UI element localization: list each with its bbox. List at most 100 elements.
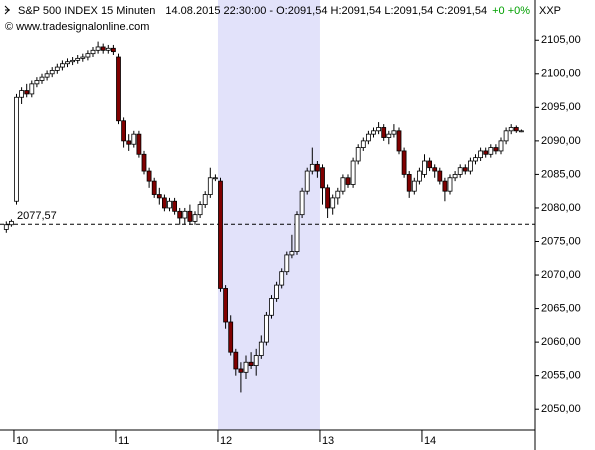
candle-body: [299, 190, 305, 216]
candle-body: [386, 133, 392, 138]
candle-body: [467, 160, 473, 172]
candle-body: [202, 194, 208, 206]
candle-body: [70, 59, 75, 63]
candle-body: [360, 140, 366, 148]
candle-body: [274, 284, 280, 299]
candle-body: [8, 220, 14, 226]
candle-body: [182, 210, 188, 219]
candle-body: [39, 76, 45, 81]
reference-label: 2077,57: [17, 210, 57, 222]
candle-body: [335, 190, 341, 199]
chart-subtitle: 14.08.2015 22:30:00 - O:2091,54 H:2091,5…: [165, 5, 487, 17]
candle-body: [345, 177, 351, 185]
candle-body: [54, 66, 60, 71]
candle-body: [284, 254, 290, 273]
candle-body: [172, 200, 178, 212]
candle-body: [416, 170, 422, 182]
source: © www.tradesignalonline.com: [5, 21, 149, 33]
candle-body: [151, 180, 157, 195]
candle-body: [314, 163, 320, 172]
candle-body: [483, 150, 489, 155]
y-tick-label: 2060,00: [541, 336, 581, 348]
candle-body: [85, 53, 91, 58]
candle-body: [161, 197, 167, 209]
y-tick-label: 2055,00: [541, 370, 581, 382]
candle-body: [340, 177, 346, 192]
candle-body: [197, 204, 203, 216]
candle-body: [253, 355, 259, 367]
candle-body: [330, 197, 336, 209]
candle-body: [396, 130, 402, 152]
candle-body: [381, 127, 387, 138]
candle-body: [228, 321, 234, 353]
candle-body: [218, 180, 223, 289]
candle-body: [116, 56, 121, 122]
x-tick-label: 11: [118, 435, 129, 447]
candle-body: [325, 187, 331, 209]
candle-body: [493, 147, 499, 152]
candle-body: [269, 298, 274, 316]
y-tick-label: 2090,00: [541, 135, 581, 147]
y-tick-label: 2075,00: [541, 235, 581, 247]
candle-body: [111, 47, 116, 53]
candle-body: [248, 361, 254, 367]
candle-body: [126, 140, 132, 145]
candle-body: [452, 174, 458, 179]
candle-body: [376, 127, 382, 132]
candle-body: [309, 163, 315, 172]
candle-body: [95, 46, 101, 51]
candle-body: [355, 147, 361, 162]
y-tick-label: 2050,00: [541, 403, 581, 415]
candle-body: [90, 49, 96, 55]
candle-body: [243, 361, 249, 373]
candle-body: [141, 153, 147, 172]
candle-body: [177, 210, 183, 219]
candle-body: [427, 160, 433, 169]
candle-body: [121, 120, 126, 142]
x-tick-label: 10: [16, 435, 28, 447]
y-tick-label: 2105,00: [541, 34, 581, 46]
candle-body: [34, 80, 40, 85]
candle-body: [294, 214, 300, 252]
x-tick-label: 12: [220, 435, 232, 447]
candle-body: [238, 368, 244, 373]
candle-body: [100, 46, 106, 51]
candle-body: [49, 70, 55, 75]
candle-body: [146, 170, 152, 182]
candle-body: [304, 170, 310, 192]
candle-body: [391, 130, 397, 135]
y-tick-label: 2065,00: [541, 302, 581, 314]
y-tick-label: 2070,00: [541, 269, 581, 281]
candle-body: [44, 73, 50, 78]
candle-body: [263, 314, 269, 343]
candle-body: [447, 177, 453, 192]
candle-body: [29, 83, 35, 95]
candle-body: [365, 133, 371, 142]
candle-body: [406, 174, 412, 192]
highlight-region: [217, 0, 320, 430]
plot-area: 2077,57: [0, 0, 536, 450]
candle-body: [156, 194, 162, 199]
candle-body: [371, 130, 376, 135]
candle-body: [258, 341, 264, 356]
candle-body: [457, 167, 463, 175]
candle-body: [503, 130, 509, 142]
candle-body: [223, 288, 229, 323]
candle-body: [105, 47, 111, 51]
candle-body: [513, 127, 519, 132]
candle-body: [350, 160, 356, 185]
candle-body: [14, 96, 19, 202]
candle-body: [75, 57, 81, 61]
candle-body: [207, 177, 213, 195]
candle-body: [3, 224, 9, 230]
x-tick-label: 13: [322, 435, 334, 447]
candle-body: [19, 90, 25, 98]
candle-body: [411, 180, 417, 192]
y-tick-label: 2100,00: [541, 68, 581, 80]
x-tick-label: 14: [424, 435, 436, 447]
candle-body: [279, 271, 285, 286]
candle-body: [437, 170, 443, 182]
candle-body: [473, 157, 478, 162]
